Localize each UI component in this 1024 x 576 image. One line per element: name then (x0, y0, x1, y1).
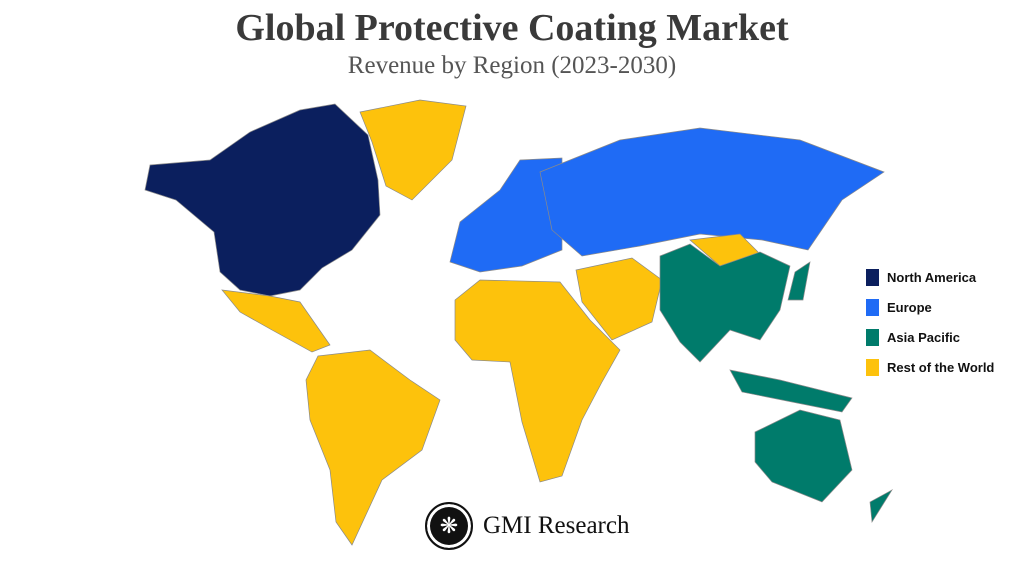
region-japan (787, 261, 811, 301)
region-greenland (359, 99, 467, 201)
region-africa (454, 279, 621, 483)
legend-item-asia-pacific: Asia Pacific (866, 322, 994, 352)
legend-label: Asia Pacific (887, 329, 960, 345)
region-indonesia (729, 369, 853, 413)
legend-label: Rest of the World (887, 359, 995, 375)
region-australia (754, 409, 853, 503)
region-middle-east (575, 257, 663, 341)
legend-swatch (866, 358, 879, 376)
region-central-america (221, 289, 331, 353)
legend-swatch (866, 328, 879, 346)
legend-item-rest-of-world: Rest of the World (866, 352, 994, 382)
region-new-zealand (869, 489, 894, 524)
legend-swatch (866, 268, 879, 286)
logo-text: GMI Research (483, 512, 630, 539)
region-europe (449, 157, 563, 273)
fan-palm-icon: ❋ (425, 502, 473, 550)
legend: North America Europe Asia Pacific Rest o… (866, 262, 994, 382)
gmi-logo: ❋ GMI Research (425, 502, 629, 550)
legend-label: Europe (887, 299, 932, 315)
legend-swatch (866, 298, 879, 316)
legend-item-europe: Europe (866, 292, 994, 322)
page-subtitle: Revenue by Region (2023-2030) (347, 52, 677, 79)
region-russia (539, 127, 885, 257)
legend-item-north-america: North America (866, 262, 994, 292)
page-title: Global Protective Coating Market (235, 7, 789, 49)
region-asia (659, 243, 791, 363)
region-south-america (305, 349, 441, 546)
legend-label: North America (887, 269, 977, 285)
region-north-america (144, 103, 381, 297)
